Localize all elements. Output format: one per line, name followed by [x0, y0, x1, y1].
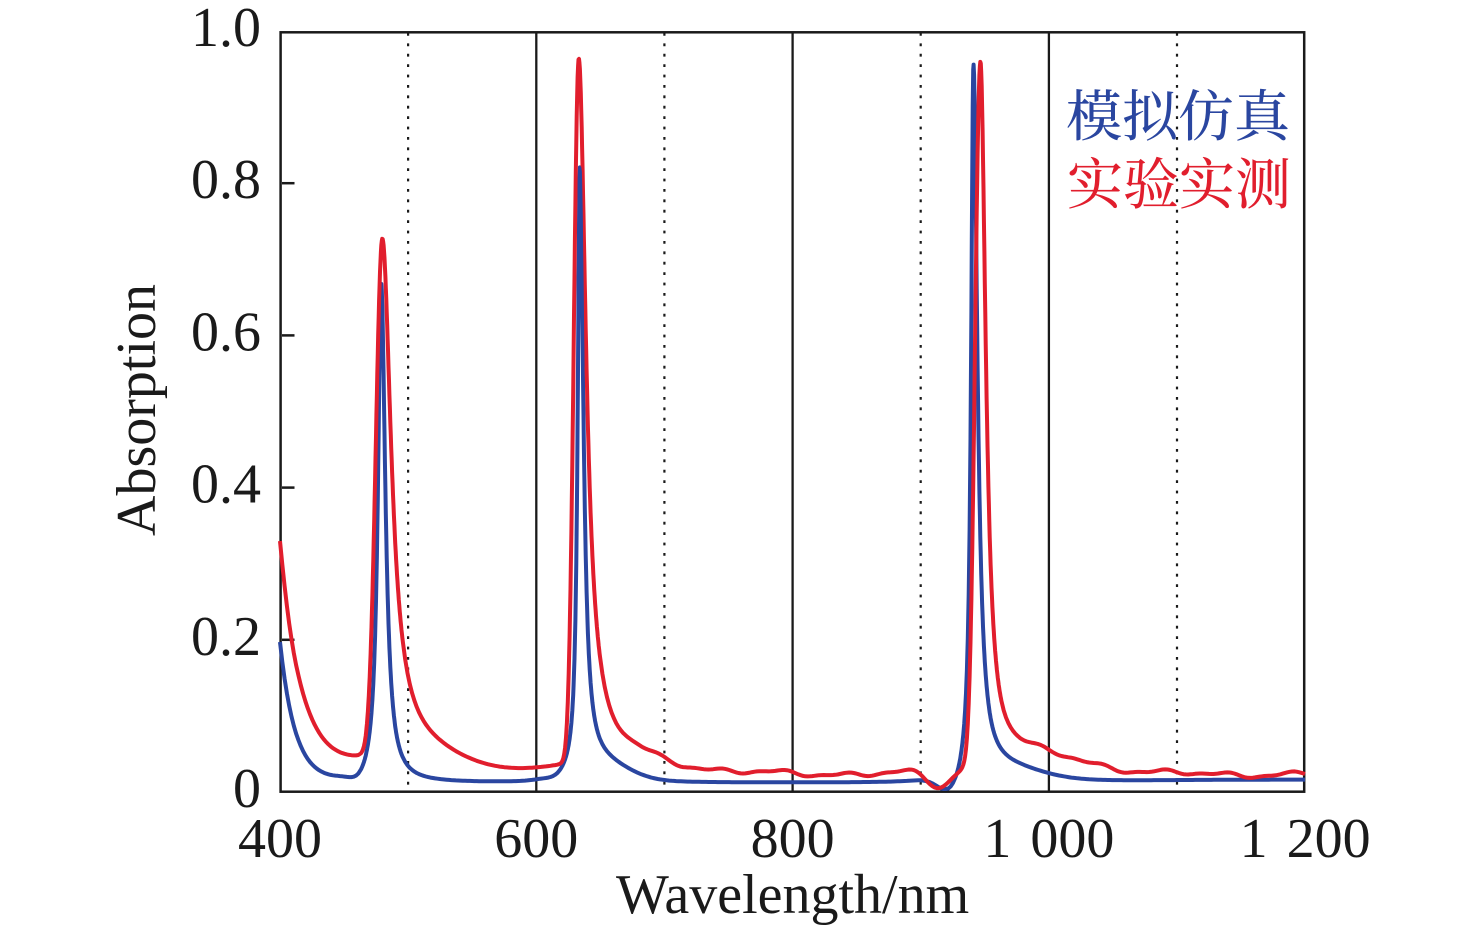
svg-text:600: 600	[494, 808, 578, 870]
svg-text:Absorption: Absorption	[106, 284, 168, 536]
svg-text:Wavelength/nm: Wavelength/nm	[616, 864, 969, 926]
svg-text:800: 800	[751, 808, 835, 870]
svg-text:0.4: 0.4	[191, 454, 261, 516]
svg-text:0.2: 0.2	[191, 606, 261, 668]
svg-text:0: 0	[233, 758, 261, 820]
svg-text:1.0: 1.0	[191, 0, 261, 59]
svg-text:0.8: 0.8	[191, 149, 261, 211]
svg-text:400: 400	[238, 808, 322, 870]
svg-text:0.6: 0.6	[191, 301, 261, 363]
